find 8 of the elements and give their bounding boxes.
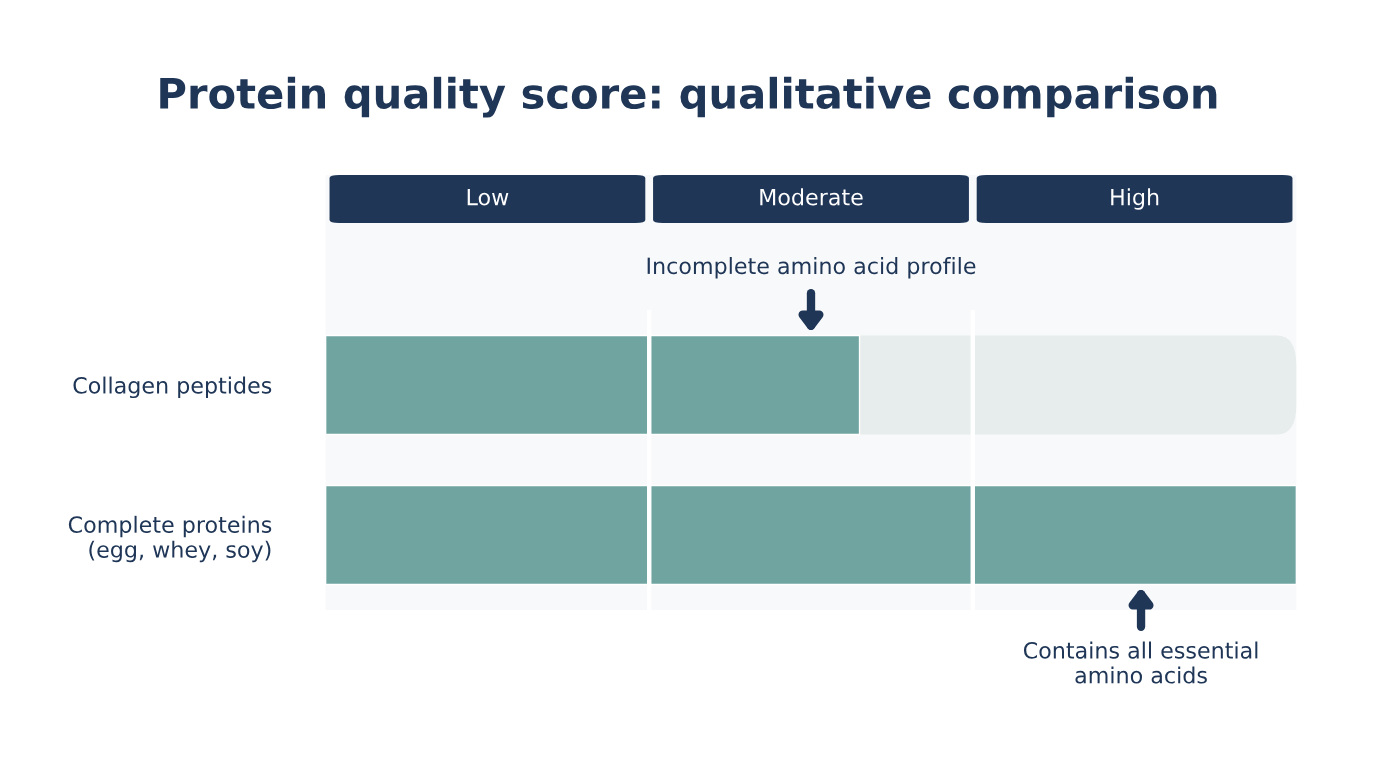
band-label: High xyxy=(1111,188,1159,210)
text: Contains all essential amino acids xyxy=(1023,641,1258,684)
text: Incomplete amino acid profile xyxy=(647,256,976,279)
band-label: Low xyxy=(467,188,509,206)
y-tick-label: Complete proteins (egg, whey, soy) xyxy=(68,515,272,563)
band-label: Moderate xyxy=(760,188,863,206)
chart-title: Protein quality score: qualitative comparison xyxy=(160,76,1217,118)
y-tick-label: Collagen peptides xyxy=(73,376,272,399)
